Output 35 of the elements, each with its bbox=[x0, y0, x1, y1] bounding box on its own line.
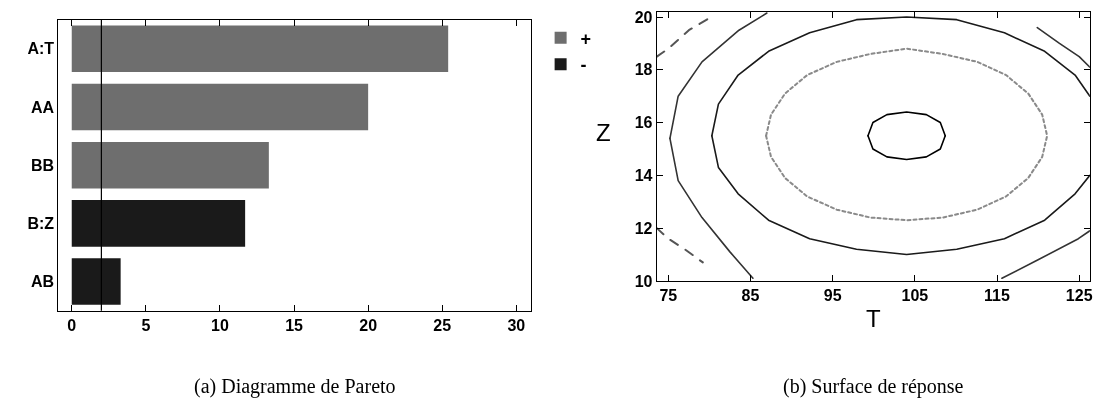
text: (a) Diagramme de Pareto bbox=[194, 375, 396, 398]
y-tick-label: A:T bbox=[27, 40, 55, 58]
x-tick-label: 85 bbox=[741, 287, 760, 305]
x-tick-label: 5 bbox=[141, 316, 151, 334]
x-tick-label: 105 bbox=[901, 287, 929, 305]
y-tick-label: B:Z bbox=[27, 214, 55, 232]
x-tick-label: 115 bbox=[984, 287, 1011, 305]
y-tick-label: 18 bbox=[634, 61, 653, 79]
bar bbox=[71, 200, 246, 247]
legend-label: - bbox=[580, 55, 587, 76]
y-tick-label: AB bbox=[31, 273, 55, 291]
x-tick-label: 25 bbox=[433, 316, 452, 334]
y-axis-title: Z bbox=[596, 119, 611, 146]
bar bbox=[71, 258, 121, 305]
y-tick-label: 16 bbox=[634, 114, 653, 132]
y-tick-label: 20 bbox=[634, 8, 653, 26]
x-tick-label: 95 bbox=[823, 287, 842, 305]
x-tick-label: 75 bbox=[659, 287, 678, 305]
bar bbox=[71, 83, 369, 131]
x-tick-label: 30 bbox=[507, 316, 526, 334]
x-tick-label: 125 bbox=[1065, 287, 1093, 305]
x-tick-label: 15 bbox=[285, 316, 304, 334]
x-tick-label: 10 bbox=[211, 316, 229, 334]
bar bbox=[71, 141, 269, 189]
y-tick-label: 12 bbox=[634, 219, 653, 237]
text: (b) Surface de réponse bbox=[783, 375, 964, 398]
y-tick-label: BB bbox=[31, 156, 55, 174]
legend-label: + bbox=[580, 28, 592, 49]
x-axis-title: T bbox=[866, 304, 881, 332]
y-tick-label: AA bbox=[31, 98, 55, 116]
x-tick-label: 0 bbox=[67, 316, 77, 334]
y-tick-label: 14 bbox=[634, 166, 653, 184]
bar bbox=[71, 25, 449, 73]
y-tick-label: 10 bbox=[634, 272, 653, 290]
x-tick-label: 20 bbox=[359, 316, 378, 334]
